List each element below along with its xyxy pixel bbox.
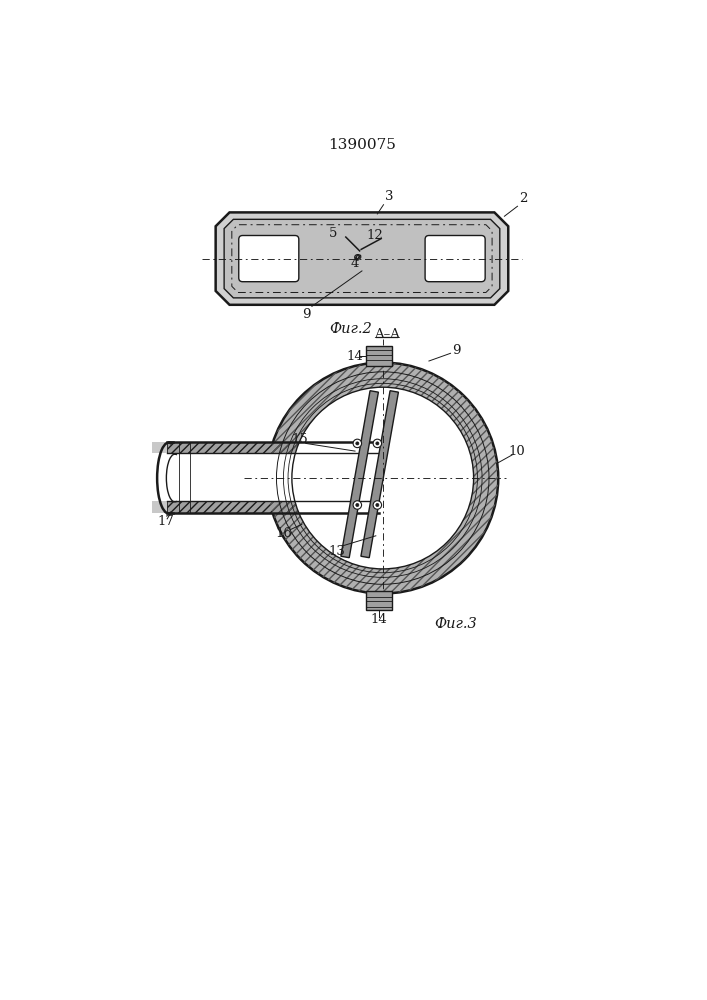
Text: 3: 3 — [385, 190, 394, 203]
Polygon shape — [216, 212, 508, 305]
Text: 9: 9 — [452, 344, 460, 358]
Text: 2: 2 — [519, 192, 527, 205]
Circle shape — [373, 439, 382, 448]
Text: 16: 16 — [276, 527, 293, 540]
Text: A–A: A–A — [374, 328, 399, 341]
Polygon shape — [224, 219, 500, 298]
Bar — [152, 442, 382, 513]
Text: 10: 10 — [508, 445, 525, 458]
Bar — [167, 501, 382, 513]
Circle shape — [292, 387, 474, 569]
Circle shape — [356, 503, 359, 507]
Text: 5: 5 — [329, 227, 338, 240]
Polygon shape — [341, 391, 378, 558]
Bar — [366, 346, 392, 366]
Bar — [167, 442, 382, 453]
Text: 13: 13 — [328, 545, 345, 558]
Circle shape — [356, 442, 359, 445]
Bar — [148, 453, 387, 501]
Bar — [366, 591, 392, 610]
Text: 1390075: 1390075 — [328, 138, 396, 152]
Circle shape — [353, 501, 361, 509]
Text: Фиг.3: Фиг.3 — [435, 617, 477, 631]
Text: 12: 12 — [367, 229, 383, 242]
Polygon shape — [361, 391, 399, 558]
FancyBboxPatch shape — [239, 235, 299, 282]
Text: 15: 15 — [291, 433, 308, 446]
Circle shape — [353, 439, 361, 448]
FancyBboxPatch shape — [425, 235, 485, 282]
Circle shape — [376, 442, 379, 445]
Circle shape — [267, 363, 498, 594]
Text: Фиг.2: Фиг.2 — [329, 322, 372, 336]
Text: 14: 14 — [346, 350, 363, 363]
Circle shape — [376, 503, 379, 507]
Text: 9: 9 — [303, 308, 311, 321]
Text: 4: 4 — [351, 257, 359, 270]
Text: 14: 14 — [370, 613, 387, 626]
Circle shape — [373, 501, 382, 509]
Text: 17: 17 — [157, 515, 174, 528]
